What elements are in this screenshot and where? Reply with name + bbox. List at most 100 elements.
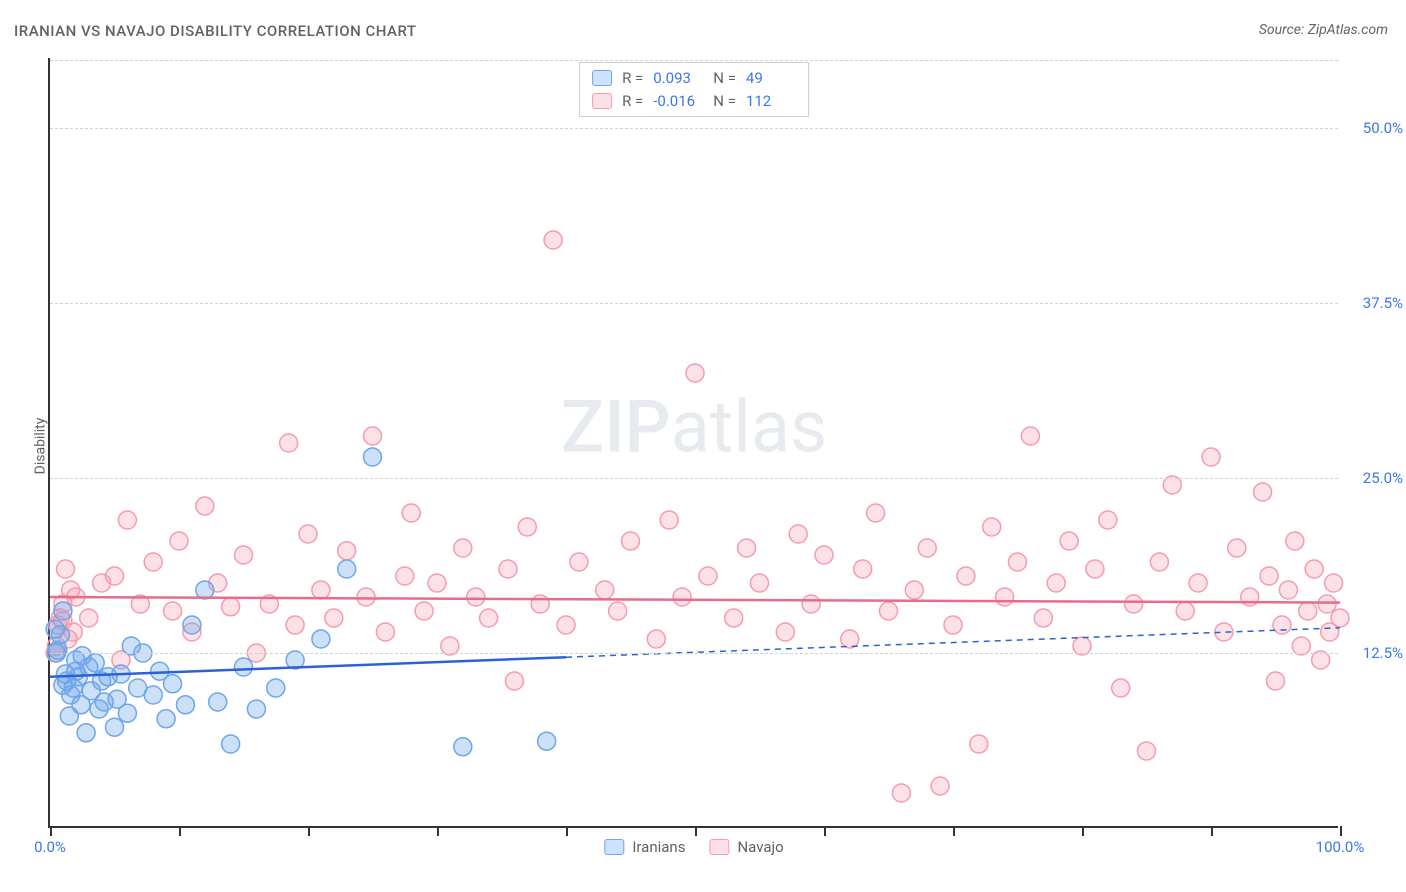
x-tick [1211,826,1213,836]
x-tick [179,826,181,836]
scatter-point [499,560,517,578]
scatter-point [1034,609,1052,627]
y-tick-label: 25.0% [1363,469,1403,487]
scatter-point [505,672,523,690]
legend-bottom: Iranians Navajo [604,838,783,856]
scatter-point [454,539,472,557]
scatter-point [286,616,304,634]
scatter-point [415,602,433,620]
x-tick [1082,826,1084,836]
scatter-point [80,609,98,627]
legend-item-iranians: Iranians [604,838,685,856]
y-tick-label: 50.0% [1363,119,1403,137]
scatter-point [396,567,414,585]
x-tick [824,826,826,836]
y-tick-label: 37.5% [1363,294,1403,312]
scatter-point [280,434,298,452]
scatter-point [454,738,472,756]
scatter-point [1279,581,1297,599]
scatter-point [609,602,627,620]
scatter-point [815,546,833,564]
scatter-point [325,609,343,627]
trend-line [50,597,1340,603]
scatter-point [1138,742,1156,760]
scatter-point [312,630,330,648]
scatter-point [338,560,356,578]
x-tick [308,826,310,836]
scatter-point [267,679,285,697]
scatter-point [596,581,614,599]
scatter-point [776,623,794,641]
scatter-point [867,504,885,522]
scatter-point [1112,679,1130,697]
scatter-point [54,602,72,620]
swatch-navajo [709,839,729,855]
scatter-point [299,525,317,543]
x-tick [566,826,568,836]
scatter-point [1021,427,1039,445]
scatter-point [1325,574,1343,592]
scatter-point [970,735,988,753]
x-tick [1340,826,1342,836]
scatter-point [570,553,588,571]
scatter-point [1176,602,1194,620]
legend-label-navajo: Navajo [737,838,783,856]
scatter-point [222,598,240,616]
scatter-point [1286,532,1304,550]
scatter-point [118,511,136,529]
scatter-point [118,704,136,722]
scatter-point [518,518,536,536]
scatter-point [1099,511,1117,529]
scatter-point [944,616,962,634]
plot-svg [50,58,1338,826]
scatter-point [1318,595,1336,613]
scatter-point [402,504,420,522]
scatter-point [196,497,214,515]
scatter-point [1086,560,1104,578]
scatter-point [1047,574,1065,592]
gridline [50,478,1338,479]
scatter-point [480,609,498,627]
scatter-point [983,518,1001,536]
scatter-point [789,525,807,543]
scatter-point [1150,553,1168,571]
gridline [50,60,1338,61]
x-tick [437,826,439,836]
scatter-point [376,623,394,641]
scatter-point [802,595,820,613]
scatter-point [247,700,265,718]
scatter-point [357,588,375,606]
scatter-point [170,532,188,550]
scatter-point [931,777,949,795]
scatter-point [106,718,124,736]
chart-source: Source: ZipAtlas.com [1259,22,1388,38]
scatter-point [86,654,104,672]
scatter-point [880,602,898,620]
scatter-point [157,710,175,728]
scatter-point [1273,616,1291,634]
scatter-point [1299,602,1317,620]
gridline [50,128,1338,129]
scatter-point [209,693,227,711]
scatter-point [892,784,910,802]
scatter-point [1009,553,1027,571]
scatter-point [312,581,330,599]
scatter-point [841,630,859,648]
scatter-point [699,567,717,585]
legend-item-navajo: Navajo [709,838,783,856]
scatter-point [660,511,678,529]
scatter-point [647,630,665,648]
scatter-point [467,588,485,606]
scatter-point [1331,609,1349,627]
scatter-point [854,560,872,578]
chart-container: IRANIAN VS NAVAJO DISABILITY CORRELATION… [0,0,1406,892]
x-tick-label-max: 100.0% [1316,838,1365,856]
scatter-point [738,539,756,557]
scatter-point [905,581,923,599]
scatter-point [176,696,194,714]
scatter-point [557,616,575,634]
scatter-point [1305,560,1323,578]
scatter-point [196,581,214,599]
scatter-point [918,539,936,557]
scatter-point [531,595,549,613]
